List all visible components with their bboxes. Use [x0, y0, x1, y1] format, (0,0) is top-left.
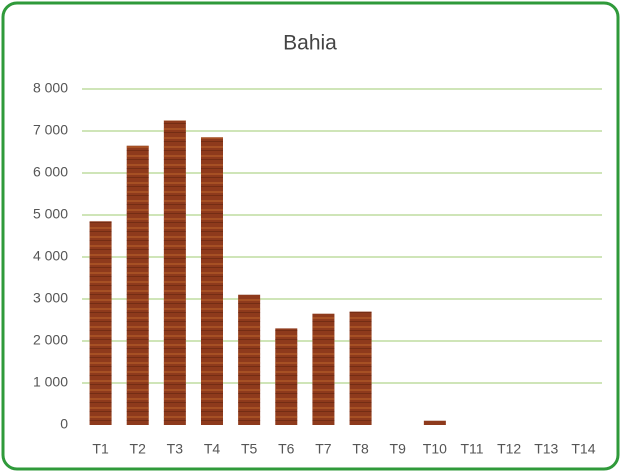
x-tick-label: T8 — [352, 441, 369, 457]
x-tick-label: T3 — [167, 441, 184, 457]
chart-title: Bahia — [283, 32, 337, 55]
bar-texture — [89, 221, 112, 425]
bar-texture — [163, 120, 186, 425]
x-tick-label: T13 — [534, 441, 558, 457]
x-tick-label: T14 — [571, 441, 595, 457]
bar-texture — [349, 311, 372, 425]
x-tick-label: T6 — [278, 441, 295, 457]
bar-texture — [238, 294, 261, 425]
y-tick-label: 5 000 — [33, 206, 68, 222]
y-tick-label: 2 000 — [33, 332, 68, 348]
x-tick-label: T1 — [92, 441, 109, 457]
x-tick-label: T2 — [130, 441, 147, 457]
bar-texture — [275, 328, 298, 425]
x-tick-label: T11 — [460, 441, 483, 457]
bar-texture — [201, 137, 223, 426]
y-tick-label: 4 000 — [33, 248, 68, 264]
y-tick-label: 8 000 — [33, 80, 68, 96]
y-tick-label: 0 — [60, 416, 68, 432]
y-tick-label: 7 000 — [33, 122, 68, 138]
bar-texture — [312, 313, 335, 425]
bar-texture — [126, 145, 149, 425]
y-tick-label: 3 000 — [33, 290, 68, 306]
x-tick-label: T12 — [497, 441, 521, 457]
x-tick-label: T5 — [241, 441, 258, 457]
y-tick-label: 1 000 — [33, 374, 68, 390]
x-tick-label: T4 — [204, 441, 221, 457]
bar-texture — [423, 420, 446, 425]
y-tick-label: 6 000 — [33, 164, 68, 180]
x-tick-label: T9 — [390, 441, 407, 457]
x-tick-label: T7 — [315, 441, 332, 457]
x-tick-label: T10 — [423, 441, 447, 457]
